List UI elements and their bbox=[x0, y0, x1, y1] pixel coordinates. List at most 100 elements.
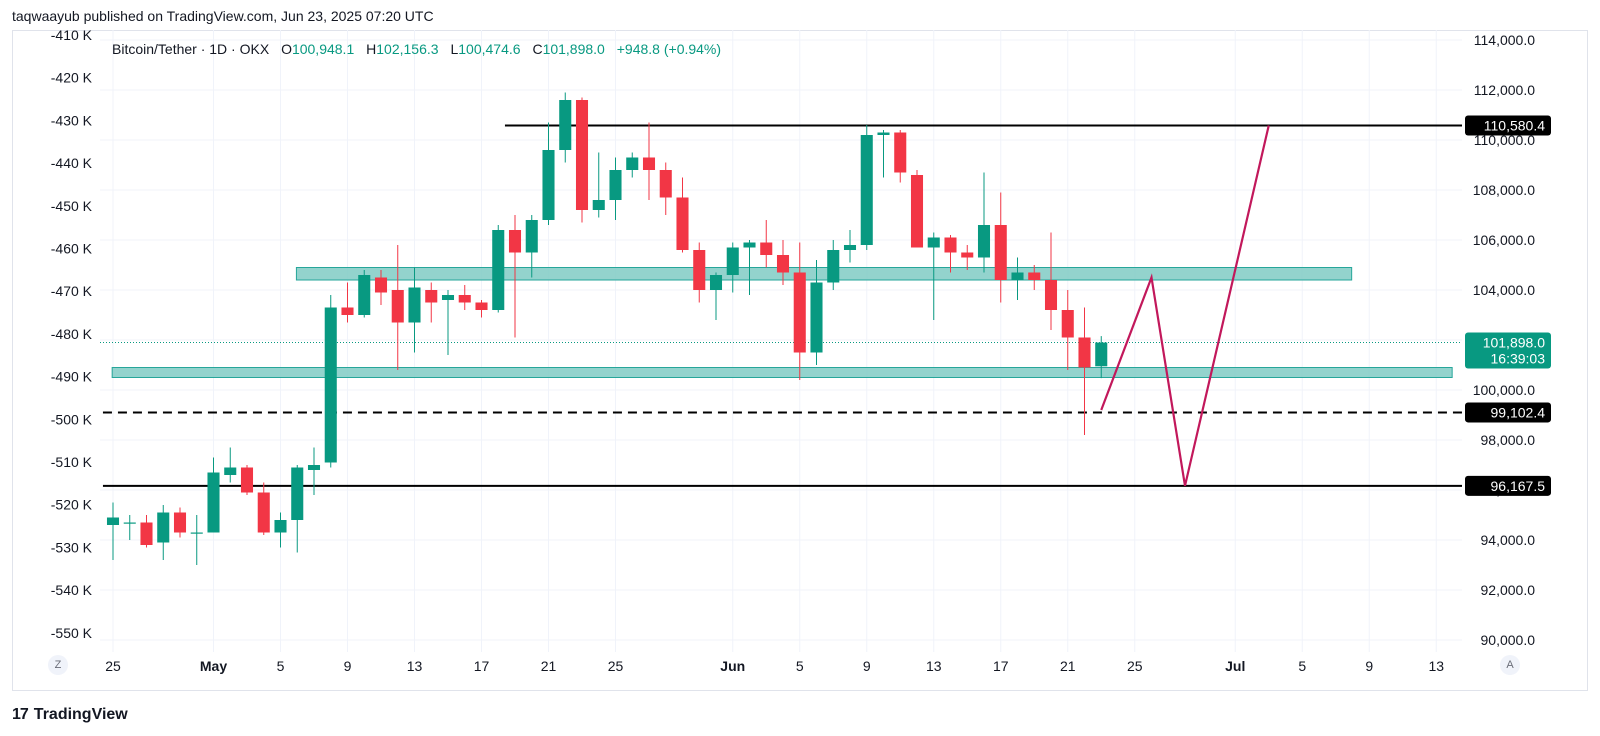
x-axis-tick-label: 9 bbox=[863, 658, 871, 674]
left-axis-tick-label: -540 K bbox=[51, 582, 93, 598]
candle bbox=[542, 122, 555, 225]
countdown-label: 16:39:03 bbox=[1491, 351, 1546, 367]
x-axis-tick-label: 17 bbox=[993, 658, 1009, 674]
candle bbox=[475, 300, 488, 318]
candle bbox=[659, 162, 672, 215]
candle-body bbox=[642, 157, 656, 170]
left-axis-tick-label: -550 K bbox=[51, 625, 93, 641]
candle bbox=[927, 232, 940, 320]
candle-body bbox=[425, 290, 438, 303]
candle-body bbox=[559, 100, 572, 150]
candle-body bbox=[106, 517, 120, 525]
grid-lines bbox=[100, 30, 1462, 652]
candle bbox=[1061, 290, 1074, 370]
timezone-button[interactable]: Z bbox=[48, 655, 68, 675]
x-axis-tick-label: 25 bbox=[608, 658, 624, 674]
legend-high-label: H bbox=[366, 41, 376, 57]
candle bbox=[441, 290, 455, 355]
candle-body bbox=[977, 225, 991, 258]
candle bbox=[291, 465, 304, 553]
candle-body bbox=[190, 532, 203, 534]
right-axis-tick-label: 100,000.0 bbox=[1473, 382, 1535, 398]
level-tag-bg bbox=[1465, 115, 1551, 136]
auto-scale-button[interactable]: A bbox=[1500, 655, 1520, 675]
x-axis-tick-label: 13 bbox=[1428, 658, 1444, 674]
candle bbox=[961, 245, 974, 270]
candle bbox=[944, 235, 957, 273]
right-axis-tick-label: 106,000.0 bbox=[1473, 232, 1535, 248]
left-axis: -410 K -420 K -430 K -440 K -450 K -460 K -470… bbox=[51, 27, 93, 641]
zone-rect bbox=[295, 267, 1353, 281]
left-axis-tick-label: -420 K bbox=[51, 70, 93, 86]
right-axis-tick-label: 108,000.0 bbox=[1473, 182, 1535, 198]
candle-body bbox=[291, 467, 304, 520]
candle bbox=[626, 152, 639, 178]
candle bbox=[492, 225, 505, 313]
candle bbox=[1044, 232, 1058, 330]
candle bbox=[374, 270, 388, 305]
candle bbox=[207, 457, 220, 533]
candle-body bbox=[709, 275, 723, 290]
right-axis-tick-label: 114,000.0 bbox=[1474, 32, 1535, 48]
zone-rect bbox=[111, 367, 1453, 378]
candle-body bbox=[910, 175, 924, 248]
candle-body bbox=[659, 170, 672, 198]
x-axis-tick-label: 5 bbox=[796, 658, 804, 674]
x-axis-tick-label: 9 bbox=[344, 658, 352, 674]
candle bbox=[1078, 307, 1091, 435]
x-axis-tick-label: May bbox=[200, 658, 227, 674]
x-axis-tick-label: Jul bbox=[1225, 658, 1245, 674]
right-axis-tick-label: 94,000.0 bbox=[1481, 532, 1536, 548]
candle-body bbox=[626, 157, 639, 170]
left-axis-tick-label: -480 K bbox=[51, 326, 93, 342]
legend-low-value: 100,474.6 bbox=[458, 41, 520, 57]
candle bbox=[1028, 265, 1041, 290]
candle bbox=[274, 512, 287, 548]
projection-line bbox=[1100, 125, 1270, 487]
candle-body bbox=[157, 512, 170, 543]
x-axis-tick-label: 21 bbox=[541, 658, 557, 674]
candles bbox=[106, 92, 1108, 565]
level-tag-label: 110,580.4 bbox=[1484, 117, 1545, 133]
brand-name: TradingView bbox=[33, 706, 128, 723]
level-price-tag: 96,167.5 bbox=[1465, 475, 1551, 496]
tradingview-logo-icon: 17 bbox=[12, 706, 29, 723]
level-price-tag: 99,102.4 bbox=[1465, 402, 1551, 423]
left-axis-tick-label: -490 K bbox=[51, 369, 93, 385]
candle bbox=[693, 242, 706, 303]
candle-body bbox=[525, 220, 538, 253]
candle-body bbox=[358, 275, 371, 315]
candle bbox=[1095, 336, 1108, 379]
candle bbox=[1011, 257, 1024, 300]
candle-body bbox=[1078, 337, 1091, 368]
price-tags: 110,580.4 99,102.4 96,167.5 101,898.016:39:… bbox=[1465, 115, 1551, 496]
legend-close-label: C bbox=[532, 41, 542, 57]
candle-body bbox=[1044, 280, 1058, 310]
legend-low-label: L bbox=[450, 41, 458, 57]
candle-body bbox=[827, 250, 840, 283]
candle bbox=[425, 282, 438, 323]
horizontal-levels bbox=[100, 124, 1462, 487]
candle-body bbox=[961, 252, 974, 258]
x-axis-tick-label: 9 bbox=[1365, 658, 1373, 674]
candle-body bbox=[693, 250, 706, 290]
current-price-tag-bg bbox=[1465, 332, 1551, 369]
left-axis-tick-label: -510 K bbox=[51, 454, 93, 470]
candle-body bbox=[793, 272, 806, 353]
candle bbox=[324, 295, 337, 468]
candle-body bbox=[458, 295, 471, 303]
right-axis-tick-label: 110,000.0 bbox=[1474, 132, 1535, 148]
candle bbox=[123, 515, 136, 540]
x-axis-tick-label: Jun bbox=[720, 658, 745, 674]
right-axis-tick-label: 90,000.0 bbox=[1481, 632, 1536, 648]
candle bbox=[575, 97, 589, 223]
candle-body bbox=[860, 135, 873, 245]
candle-body bbox=[575, 100, 589, 210]
candle bbox=[592, 152, 605, 218]
candle bbox=[977, 172, 991, 273]
candle bbox=[609, 157, 622, 220]
footer-brand: 17 TradingView bbox=[12, 706, 128, 724]
x-axis-tick-label: 25 bbox=[1127, 658, 1143, 674]
legend-open-value: 100,948.1 bbox=[292, 41, 354, 57]
